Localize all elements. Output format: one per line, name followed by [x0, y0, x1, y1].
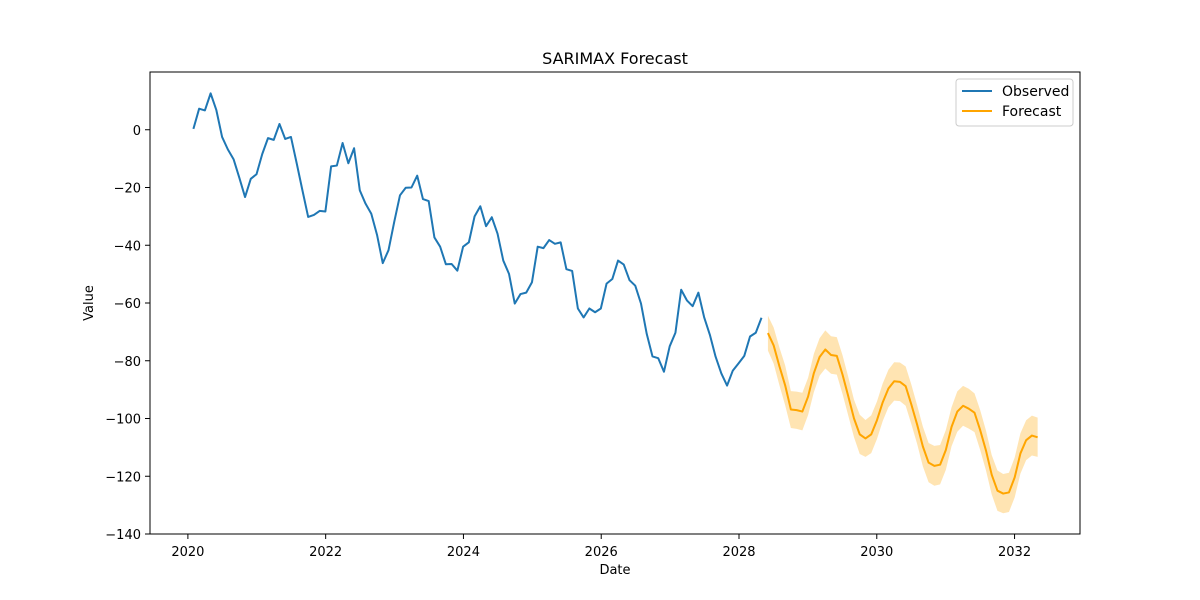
- y-axis-ticks: 0 −20 −40 −60 −80 −100 −120 −140: [105, 124, 150, 543]
- legend-label-observed: Observed: [1002, 84, 1069, 100]
- legend: Observed Forecast: [955, 78, 1074, 127]
- plot-area: [150, 72, 1080, 534]
- plot-frame: [149, 71, 1081, 535]
- y-tick-label: 0: [133, 124, 141, 139]
- series-line-forecast: [767, 332, 1038, 495]
- y-tick-label: −20: [114, 182, 141, 197]
- y-tick-label: −60: [114, 297, 141, 312]
- series-lines-layer: [192, 92, 1038, 495]
- x-tick-label: 2026: [585, 545, 618, 560]
- x-tick-label: 2028: [722, 545, 755, 560]
- legend-label-forecast: Forecast: [1002, 104, 1062, 120]
- y-axis-title: Value: [82, 285, 97, 321]
- chart-title: SARIMAX Forecast: [542, 49, 688, 68]
- y-tick-label: −120: [105, 470, 141, 485]
- x-axis-ticks: 2020 2022 2024 2026 2028 2030 2032: [171, 534, 1031, 560]
- y-tick-label: −40: [114, 239, 141, 254]
- y-tick-label: −100: [105, 413, 141, 428]
- x-tick-label: 2022: [309, 545, 342, 560]
- series-line-observed: [192, 92, 763, 387]
- y-tick-label: −140: [105, 528, 141, 543]
- x-tick-label: 2032: [998, 545, 1031, 560]
- forecast-confidence-band-layer: [767, 315, 1038, 514]
- x-tick-label: 2020: [171, 545, 204, 560]
- x-tick-label: 2030: [860, 545, 893, 560]
- x-tick-label: 2024: [447, 545, 480, 560]
- y-tick-label: −80: [114, 355, 141, 370]
- x-axis-title: Date: [599, 563, 630, 578]
- forecast-confidence-band: [767, 315, 1038, 514]
